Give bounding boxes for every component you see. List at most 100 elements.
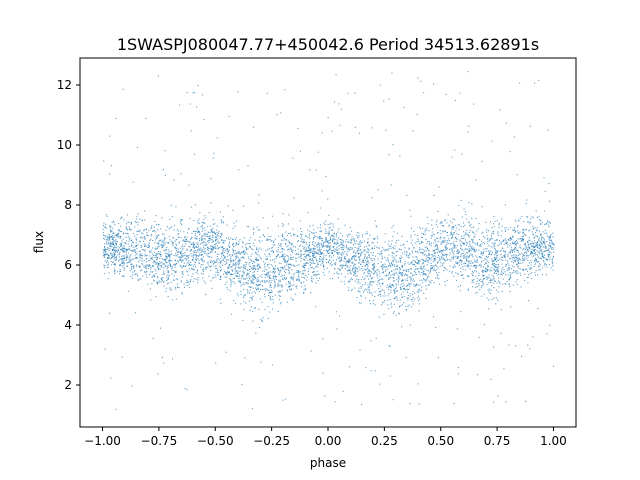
data-point xyxy=(353,239,355,241)
data-point xyxy=(357,280,359,282)
data-point xyxy=(228,238,230,240)
data-point xyxy=(234,225,236,227)
data-point xyxy=(380,293,382,295)
data-point xyxy=(210,202,212,204)
data-point xyxy=(520,259,522,261)
data-point xyxy=(423,271,425,273)
data-point xyxy=(410,278,412,280)
data-point xyxy=(539,253,541,255)
data-point xyxy=(234,250,236,252)
data-point xyxy=(216,232,218,234)
data-point xyxy=(207,239,209,241)
data-point xyxy=(259,247,261,249)
data-point xyxy=(525,203,527,205)
data-point xyxy=(181,292,183,294)
data-point xyxy=(490,289,492,291)
data-point xyxy=(303,248,305,250)
data-point xyxy=(194,263,196,265)
data-point xyxy=(207,226,209,228)
data-point xyxy=(126,223,128,225)
data-point xyxy=(491,279,493,281)
data-point xyxy=(467,234,469,236)
data-point xyxy=(220,257,222,259)
data-point xyxy=(530,262,532,264)
data-point xyxy=(301,235,303,237)
data-point xyxy=(394,256,396,258)
data-point xyxy=(552,248,554,250)
data-point xyxy=(335,74,337,76)
data-point xyxy=(541,254,543,256)
data-point xyxy=(158,261,160,263)
data-point xyxy=(213,246,215,248)
data-point xyxy=(369,292,371,294)
data-point xyxy=(517,238,519,240)
data-point xyxy=(550,246,552,248)
data-point xyxy=(540,250,542,252)
data-point xyxy=(406,240,408,242)
data-point xyxy=(377,281,379,283)
data-point xyxy=(543,223,545,225)
data-point xyxy=(146,257,148,259)
data-point xyxy=(355,271,357,273)
data-point xyxy=(266,258,268,260)
data-point xyxy=(507,274,509,276)
data-point xyxy=(207,233,209,235)
data-point xyxy=(337,218,339,220)
data-point xyxy=(515,230,517,232)
data-point xyxy=(131,243,133,245)
data-point xyxy=(205,244,207,246)
data-point xyxy=(169,256,171,258)
data-point xyxy=(234,238,236,240)
data-point xyxy=(314,267,316,269)
data-point xyxy=(254,258,256,260)
data-point xyxy=(216,259,218,261)
data-point xyxy=(446,247,448,249)
data-point xyxy=(401,235,403,237)
data-point xyxy=(103,255,105,257)
data-point xyxy=(339,315,341,317)
data-point xyxy=(181,255,183,257)
data-point xyxy=(426,279,428,281)
data-point xyxy=(180,280,182,282)
data-point xyxy=(366,261,368,263)
data-point xyxy=(422,227,424,229)
data-point xyxy=(551,241,553,243)
data-point xyxy=(368,286,370,288)
data-point xyxy=(403,302,405,304)
data-point xyxy=(346,239,348,241)
data-point xyxy=(197,258,199,260)
data-point xyxy=(109,312,111,314)
data-point xyxy=(480,245,482,247)
data-point xyxy=(382,247,384,249)
data-point xyxy=(198,238,200,240)
data-point xyxy=(112,241,114,243)
data-point xyxy=(239,263,241,265)
data-point xyxy=(494,258,496,260)
data-point xyxy=(252,275,254,277)
data-point xyxy=(421,232,423,234)
data-point xyxy=(222,221,224,223)
data-point xyxy=(297,235,299,237)
data-point xyxy=(466,255,468,257)
data-point xyxy=(410,234,412,236)
data-point xyxy=(457,249,459,251)
data-point xyxy=(321,253,323,255)
data-point xyxy=(475,271,477,273)
data-point xyxy=(257,268,259,270)
data-point xyxy=(504,204,506,206)
data-point xyxy=(525,235,527,237)
data-point xyxy=(103,247,105,249)
data-point xyxy=(341,248,343,250)
data-point xyxy=(482,254,484,256)
data-point xyxy=(260,318,262,320)
data-point xyxy=(368,262,370,264)
data-point xyxy=(110,377,112,379)
data-point xyxy=(419,298,421,300)
data-point xyxy=(394,287,396,289)
data-point xyxy=(366,267,368,269)
data-point xyxy=(259,229,261,231)
data-point xyxy=(478,279,480,281)
data-point xyxy=(488,291,490,293)
data-point xyxy=(408,263,410,265)
data-point xyxy=(322,372,324,374)
